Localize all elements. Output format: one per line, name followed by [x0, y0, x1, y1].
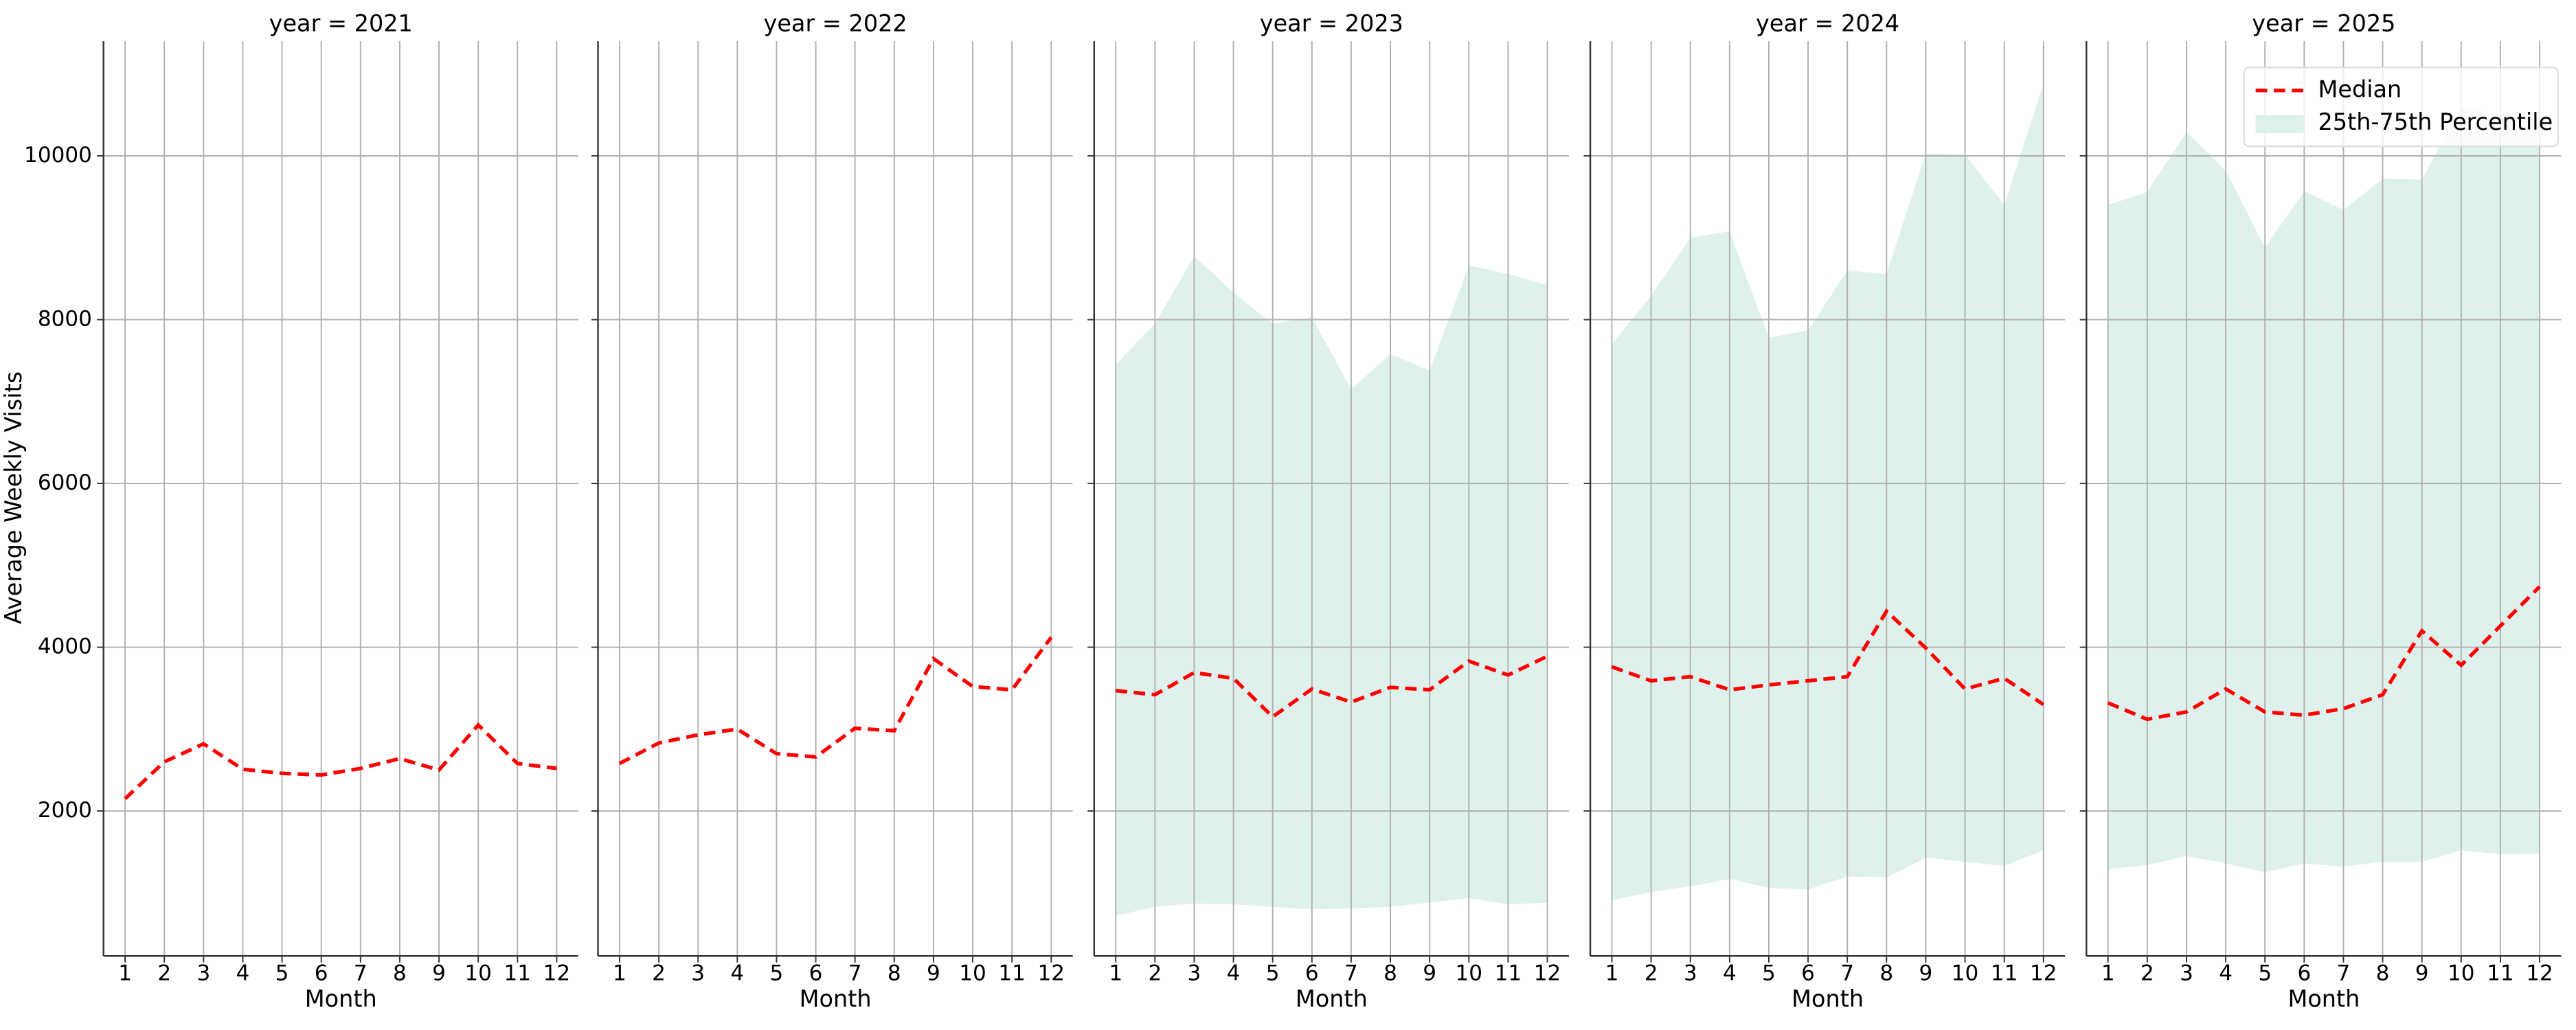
- x-tick-label: 9: [432, 961, 446, 985]
- median-line: [2107, 585, 2541, 722]
- median-line: [124, 722, 557, 801]
- legend-label: 25th-75th Percentile: [2318, 108, 2553, 135]
- x-tick-label: 7: [1840, 961, 1854, 985]
- x-tick-label: 3: [196, 961, 210, 985]
- x-tick-label: 5: [1266, 961, 1280, 985]
- x-tick-label: 1: [1109, 961, 1122, 985]
- x-tick-label: 2: [652, 961, 666, 985]
- x-tick-label: 12: [2030, 961, 2057, 985]
- x-tick-label: 4: [2219, 961, 2233, 985]
- x-tick-label: 7: [2337, 961, 2351, 985]
- x-tick-label: 3: [1188, 961, 1201, 985]
- y-tick-label: 4000: [38, 634, 92, 659]
- x-tick-label: 2: [157, 961, 171, 985]
- x-tick-label: 11: [998, 961, 1026, 985]
- percentile-band: [2108, 106, 2540, 873]
- x-tick-label: 7: [1344, 961, 1358, 985]
- x-tick-label: 1: [1605, 961, 1619, 985]
- x-tick-label: 4: [730, 961, 744, 985]
- y-tick-label: 8000: [38, 307, 92, 332]
- x-tick-label: 8: [393, 961, 407, 985]
- y-tick-label: 6000: [38, 470, 92, 495]
- x-tick-label: 8: [1879, 961, 1893, 985]
- x-tick-label: 12: [2526, 961, 2553, 985]
- x-tick-label: 1: [613, 961, 626, 985]
- x-tick-label: 3: [691, 961, 705, 985]
- x-tick-label: 5: [275, 961, 289, 985]
- panel-title: year = 2025: [2252, 10, 2395, 37]
- x-tick-label: 10: [2448, 961, 2475, 985]
- x-tick-label: 6: [315, 961, 328, 985]
- x-tick-label: 10: [1952, 961, 1979, 985]
- y-tick-label: 10000: [24, 143, 92, 168]
- x-tick-label: 6: [1801, 961, 1815, 985]
- x-tick-label: 2: [2140, 961, 2154, 985]
- x-axis-label: Month: [1792, 985, 1864, 1012]
- x-tick-label: 11: [2487, 961, 2514, 985]
- x-axis-label: Month: [800, 985, 872, 1012]
- x-tick-label: 4: [236, 961, 250, 985]
- x-tick-label: 8: [1383, 961, 1397, 985]
- x-axis-label: Month: [2287, 985, 2360, 1012]
- x-tick-label: 8: [2376, 961, 2390, 985]
- x-tick-label: 9: [1919, 961, 1933, 985]
- x-tick-label: 7: [354, 961, 368, 985]
- percentile-band: [1612, 84, 2044, 901]
- panel-title: year = 2023: [1260, 10, 1403, 37]
- x-tick-label: 12: [1038, 961, 1065, 985]
- x-tick-label: 10: [464, 961, 492, 985]
- percentile-band: [1116, 255, 1548, 916]
- x-tick-label: 4: [1723, 961, 1737, 985]
- x-tick-label: 5: [1762, 961, 1776, 985]
- x-tick-label: 3: [2180, 961, 2193, 985]
- x-tick-label: 1: [2101, 961, 2115, 985]
- x-tick-label: 5: [2258, 961, 2272, 985]
- x-tick-label: 9: [2415, 961, 2429, 985]
- x-tick-label: 11: [504, 961, 532, 985]
- x-axis-label: Month: [305, 985, 377, 1012]
- x-tick-label: 4: [1227, 961, 1241, 985]
- panel-title: year = 2024: [1756, 10, 1899, 37]
- x-tick-label: 11: [1495, 961, 1522, 985]
- median-line: [1115, 654, 1548, 720]
- legend-swatch: [2255, 115, 2305, 133]
- x-tick-label: 1: [118, 961, 132, 985]
- x-tick-label: 9: [1423, 961, 1436, 985]
- x-tick-label: 2: [1645, 961, 1658, 985]
- median-line: [1611, 608, 2045, 707]
- y-tick-label: 2000: [38, 798, 92, 823]
- panel-title: year = 2022: [764, 10, 907, 37]
- x-tick-label: 7: [848, 961, 862, 985]
- x-tick-label: 6: [2297, 961, 2311, 985]
- y-axis-label: Average Weekly Visits: [0, 371, 27, 624]
- x-axis-label: Month: [1296, 985, 1368, 1012]
- x-tick-label: 10: [959, 961, 986, 985]
- x-tick-label: 8: [888, 961, 901, 985]
- x-tick-label: 5: [770, 961, 784, 985]
- x-tick-label: 12: [543, 961, 571, 985]
- legend-box: [2243, 67, 2559, 148]
- x-tick-label: 2: [1148, 961, 1162, 985]
- x-tick-label: 6: [1305, 961, 1319, 985]
- x-tick-label: 6: [809, 961, 823, 985]
- legend-label: Median: [2318, 76, 2402, 102]
- x-tick-label: 12: [1534, 961, 1561, 985]
- x-tick-label: 3: [1684, 961, 1697, 985]
- panel-title: year = 2021: [269, 10, 413, 37]
- x-tick-label: 10: [1456, 961, 1483, 985]
- median-line: [618, 636, 1053, 766]
- x-tick-label: 11: [1991, 961, 2018, 985]
- legend: Median 25th-75th Percentile: [2243, 67, 2559, 148]
- x-tick-label: 9: [927, 961, 940, 985]
